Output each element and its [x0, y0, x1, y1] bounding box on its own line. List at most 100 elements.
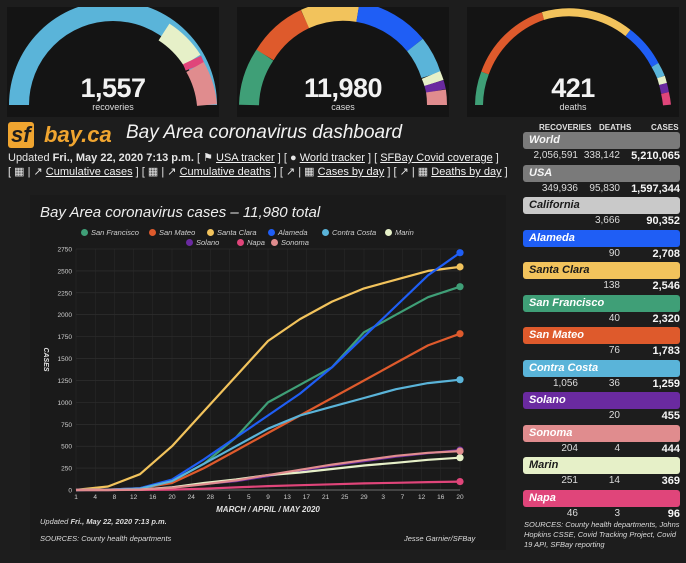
region-label[interactable]: Sonoma: [523, 424, 680, 442]
line-chart-icon: ↗: [33, 166, 43, 178]
sfbay-logo[interactable]: sf bay.ca: [8, 122, 118, 148]
region-label[interactable]: San Francisco: [523, 294, 680, 312]
legend-item[interactable]: Alameda: [268, 228, 308, 237]
y-tick-label: 1000: [58, 400, 73, 407]
region-label[interactable]: USA: [523, 164, 680, 182]
legend-label: Alameda: [278, 228, 308, 237]
y-tick-label: 750: [61, 422, 72, 429]
gauge-cases-label: cases: [331, 102, 355, 112]
legend-swatch: [322, 229, 329, 236]
gauge-recoveries-value: 1,557: [80, 73, 146, 103]
col-head-deaths: DEATHS: [599, 123, 632, 132]
legend-item[interactable]: Sonoma: [271, 238, 309, 247]
cumulative-deaths-link[interactable]: Cumulative deaths: [179, 166, 271, 178]
y-tick-label: 1250: [58, 378, 73, 385]
cell-deaths: 76: [608, 345, 620, 356]
cell-deaths: 3,666: [594, 215, 620, 226]
legend-item[interactable]: San Francisco: [81, 228, 139, 237]
world-tracker-link[interactable]: World tracker: [299, 152, 365, 164]
cell-recoveries: 204: [561, 442, 578, 454]
line-chart-icon: ↗: [285, 166, 296, 178]
gauge-deaths-value: 421: [551, 73, 595, 103]
cell-cases: 90,352: [646, 215, 680, 227]
legend-label: Sonoma: [281, 238, 309, 247]
x-tick-label: 20: [456, 494, 464, 501]
series-endpoint-alameda: [456, 249, 464, 257]
x-tick-label: 29: [360, 494, 368, 501]
col-head-cases: CASES: [651, 123, 679, 132]
table-row: 251 14 369: [523, 475, 680, 489]
series-endpoint-san-mateo: [456, 330, 464, 338]
x-tick-label: 1: [228, 494, 232, 501]
bar-chart-icon: ▦: [14, 166, 25, 178]
legend-item[interactable]: Contra Costa: [322, 228, 376, 237]
region-label[interactable]: Marin: [523, 457, 680, 474]
y-tick-label: 500: [61, 444, 72, 451]
series-endpoint-santa-clara: [456, 263, 464, 271]
table-row: 3,666 90,352: [523, 215, 680, 229]
sfbay-coverage-link[interactable]: SFBay Covid coverage: [380, 152, 493, 164]
legend-label: Solano: [196, 238, 220, 247]
region-label[interactable]: Santa Clara: [523, 262, 680, 279]
legend-item[interactable]: Solano: [186, 238, 219, 247]
region-label[interactable]: Solano: [523, 392, 680, 409]
legend-item[interactable]: San Mateo: [149, 228, 195, 237]
legend-item[interactable]: Marin: [385, 228, 414, 237]
cumulative-cases-link[interactable]: Cumulative cases: [45, 166, 133, 178]
y-tick-label: 1750: [58, 334, 73, 341]
deaths-by-day-link[interactable]: Deaths by day: [431, 166, 502, 178]
legend-label: Marin: [395, 228, 414, 237]
series-line-sonoma: [76, 450, 461, 492]
gauge-deaths: 421 deaths: [467, 7, 679, 117]
region-label[interactable]: Contra Costa: [523, 359, 680, 377]
series-endpoint-sonoma: [456, 447, 464, 455]
x-tick-label: 9: [266, 494, 270, 501]
x-tick-label: 20: [168, 494, 176, 501]
gauge-recoveries: 1,557 recoveries: [7, 7, 219, 117]
series-endpoint-napa: [456, 477, 464, 486]
region-label[interactable]: California: [523, 197, 680, 214]
gauge-cases-value: 11,980: [303, 73, 383, 103]
updated-line: Updated Fri., May 22, 2020 7:13 p.m. [ ⚑…: [8, 152, 499, 164]
table-sources: SOURCES: County health departments, John…: [524, 520, 680, 549]
legend-swatch: [385, 229, 392, 236]
region-label[interactable]: Alameda: [523, 229, 680, 247]
globe-icon: ●: [289, 152, 297, 164]
cell-recoveries: 251: [561, 475, 578, 486]
legend-swatch: [81, 229, 88, 236]
cell-deaths: 90: [608, 247, 620, 259]
logo-sf: sf: [8, 122, 34, 148]
cell-deaths: 3: [614, 507, 620, 519]
legend-label: San Francisco: [91, 228, 139, 237]
region-label[interactable]: San Mateo: [523, 327, 680, 344]
cell-cases: 2,708: [652, 247, 680, 260]
region-label[interactable]: Napa: [523, 489, 680, 507]
legend-swatch: [186, 239, 193, 246]
cell-cases: 96: [667, 507, 680, 520]
chart-links-line: [ ▦ | ↗ Cumulative cases ] [ ▦ | ↗ Cumul…: [8, 166, 508, 178]
cell-cases: 2,320: [652, 312, 680, 325]
region-label[interactable]: World: [523, 132, 680, 149]
x-tick-label: 21: [322, 494, 330, 501]
legend-label: Santa Clara: [217, 228, 257, 237]
usa-tracker-link[interactable]: USA tracker: [216, 152, 275, 164]
chart-updated-value: Fri., May 22, 2020 7:13 p.m.: [70, 517, 167, 526]
cases-by-day-link[interactable]: Cases by day: [317, 166, 385, 178]
x-tick-label: 8: [113, 494, 117, 501]
legend-item[interactable]: Napa: [237, 238, 265, 247]
legend-item[interactable]: Santa Clara: [207, 228, 257, 237]
bar-chart-icon: ▦: [304, 166, 315, 178]
gauge-deaths-label: deaths: [559, 102, 587, 112]
y-tick-label: 0: [68, 488, 72, 495]
series-line-santa-clara: [75, 265, 461, 491]
x-tick-label: 24: [188, 494, 196, 501]
cell-cases: 5,210,065: [631, 150, 680, 162]
x-tick-label: 28: [207, 494, 215, 501]
table-row: 138 2,546: [523, 280, 680, 294]
updated-prefix: Updated: [8, 152, 53, 164]
x-tick-label: 16: [149, 494, 157, 501]
legend-swatch: [268, 229, 275, 236]
legend-label: Contra Costa: [332, 228, 377, 237]
table-row: 46 3 96: [523, 508, 680, 522]
